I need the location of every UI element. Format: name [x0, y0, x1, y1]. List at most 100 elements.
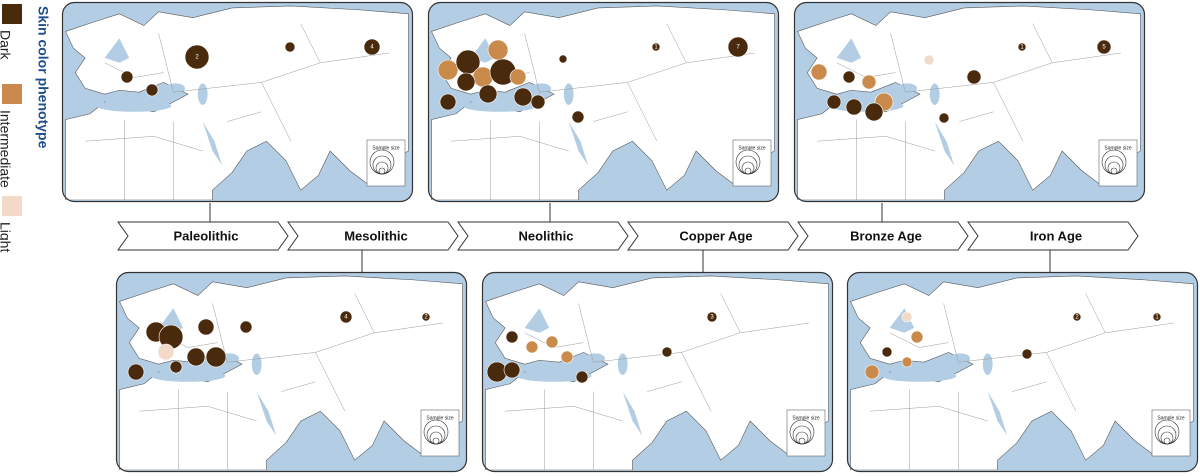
- panel-border: [61, 1, 414, 203]
- sample-pie: [184, 44, 210, 70]
- sample-count: 1: [654, 45, 658, 51]
- sample-pie: [845, 98, 863, 116]
- sample-size-label: Sample size: [1157, 415, 1184, 421]
- sample-size-ring: [744, 167, 752, 175]
- legend: Skin color phenotype Dark Intermediate Ligh…: [0, 4, 51, 252]
- sample-pie: [157, 343, 175, 361]
- sample-pie: [923, 54, 935, 66]
- sample-count: 1: [1155, 315, 1159, 321]
- sample-pie: [439, 93, 457, 111]
- timeline-segment: [457, 221, 629, 251]
- timeline-label: Neolithic: [519, 228, 574, 243]
- sample-count: 4: [370, 45, 374, 51]
- sample-pie: [456, 72, 476, 92]
- sample-count: 2: [195, 55, 199, 61]
- sample-pie: [487, 39, 509, 61]
- timeline-segment: [287, 221, 459, 251]
- sample-count: 3: [710, 315, 714, 321]
- map-panel: 1 7 Sample size: [427, 1, 780, 203]
- sample-pie: [186, 347, 206, 367]
- map-panel: 2 4 Sample size: [61, 1, 414, 203]
- panel-border: [115, 271, 468, 473]
- sample-pie: [842, 70, 856, 84]
- sample-size-ring: [1110, 167, 1118, 175]
- panel-border: [793, 1, 1146, 203]
- sample-pie: [651, 42, 661, 52]
- panel-border: [427, 1, 780, 203]
- sample-size-label: Sample size: [738, 145, 765, 151]
- timeline-label: Copper Age: [679, 228, 752, 243]
- sample-pie: [505, 330, 519, 344]
- legend-label: Dark: [0, 30, 13, 61]
- sample-pie: [197, 318, 215, 336]
- sample-pie: [1152, 312, 1162, 322]
- sample-pie: [1017, 42, 1027, 52]
- sample-pie: [1072, 312, 1082, 322]
- sample-pie: [727, 36, 749, 58]
- sample-size-ring: [1163, 437, 1171, 445]
- sample-pie: [560, 350, 574, 364]
- timeline-segment: [967, 221, 1139, 251]
- sample-pie: [530, 94, 546, 110]
- sample-pie: [205, 346, 227, 368]
- timeline-label: Iron Age: [1030, 228, 1082, 243]
- sample-pie: [571, 110, 585, 124]
- legend-swatch: [2, 196, 22, 216]
- panel-border: [846, 271, 1199, 473]
- sample-size-ring: [378, 167, 386, 175]
- sample-pie: [509, 68, 527, 86]
- sample-pie: [1021, 348, 1033, 360]
- timeline: Paleolithic Mesolithic Neolithic Copper Age…: [117, 221, 1139, 251]
- sample-size-label: Sample size: [792, 415, 819, 421]
- sample-pie: [864, 364, 880, 380]
- sample-pie: [861, 74, 877, 90]
- sample-pie: [525, 340, 539, 354]
- legend-label: Light: [0, 222, 13, 252]
- sample-size-box: [1151, 409, 1191, 457]
- timeline-segment: [797, 221, 969, 251]
- sample-pie: [575, 370, 589, 384]
- sample-pie: [901, 356, 913, 368]
- sample-pie: [706, 311, 718, 323]
- sample-pie: [363, 38, 381, 56]
- sample-size-label: Sample size: [1104, 145, 1131, 151]
- sample-pie: [503, 361, 521, 379]
- sample-size-label: Sample size: [372, 145, 399, 151]
- sample-pie: [127, 363, 145, 381]
- sample-size-box: [732, 139, 772, 187]
- sample-count: 1: [1020, 45, 1024, 51]
- map-panel: 1 5 Sample size: [793, 1, 1146, 203]
- sample-size-ring: [798, 437, 806, 445]
- sample-pie: [169, 360, 183, 374]
- sample-pie: [478, 84, 498, 104]
- timeline-label: Bronze Age: [850, 228, 922, 243]
- sample-pie: [938, 112, 950, 124]
- map-panel: 3 Sample size: [481, 271, 834, 473]
- timeline-segment: [117, 221, 289, 251]
- sample-pie: [558, 54, 568, 64]
- sample-count: 2: [1075, 315, 1079, 321]
- legend-title: Skin color phenotype: [35, 6, 51, 149]
- sample-pie: [864, 102, 884, 122]
- sample-pie: [437, 59, 459, 81]
- legend-swatch: [2, 84, 22, 104]
- sample-pie: [661, 346, 673, 358]
- map-panel: 4 2 Sample size: [115, 271, 468, 473]
- panel-border: [481, 271, 834, 473]
- sample-pie: [545, 335, 559, 349]
- sample-pie: [145, 83, 159, 97]
- sample-pie: [810, 63, 828, 81]
- timeline-segment: [627, 221, 799, 251]
- sample-pie: [239, 320, 253, 334]
- connectors: [209, 203, 1051, 272]
- sample-pie: [513, 87, 533, 107]
- sample-pie: [339, 310, 353, 324]
- sample-pie: [120, 70, 134, 84]
- sample-count: 4: [344, 315, 348, 321]
- sample-pie: [966, 69, 982, 85]
- sample-count: 7: [736, 45, 740, 51]
- sample-size-label: Sample size: [426, 415, 453, 421]
